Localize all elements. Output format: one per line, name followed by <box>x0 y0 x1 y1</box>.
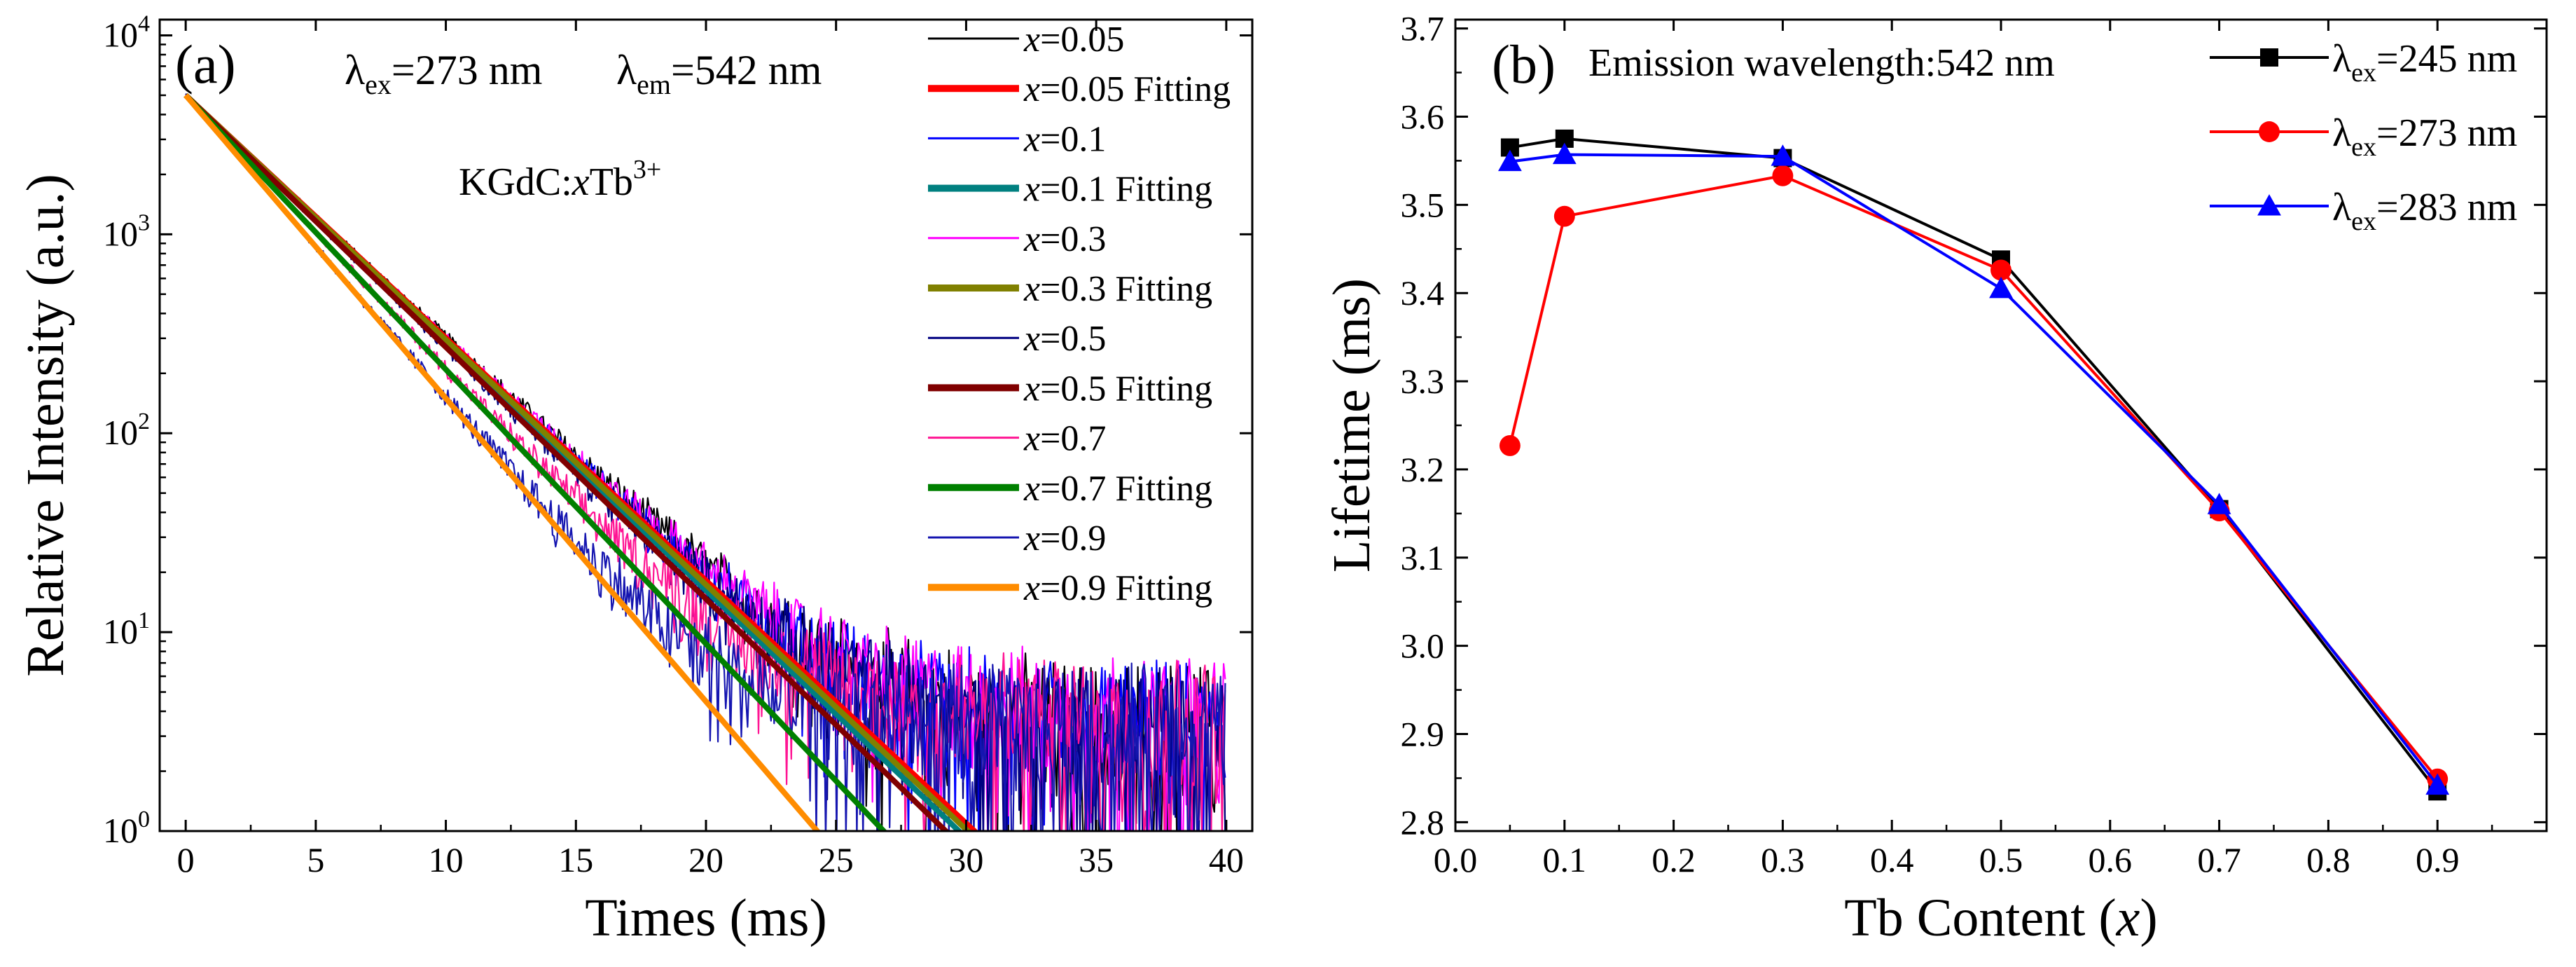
data-point <box>1990 259 2011 281</box>
y-tick-label: 3.5 <box>1401 185 1445 224</box>
data-point <box>1772 165 1794 186</box>
legend-label: x=0.1 Fitting <box>1023 170 1212 210</box>
legend-label: λex=273 nm <box>2332 111 2517 162</box>
y-tick-label: 100 <box>103 807 150 850</box>
y-tick-label: 3.3 <box>1401 362 1445 401</box>
x-tick-label: 0 <box>177 840 195 879</box>
x-tick-label: 40 <box>1209 840 1244 879</box>
y-tick-label: 3.6 <box>1401 97 1445 136</box>
legend-label: x=0.3 Fitting <box>1023 269 1212 309</box>
series-line <box>1509 153 2439 786</box>
x-tick-label: 25 <box>819 840 854 879</box>
y-tick-label: 101 <box>103 608 150 651</box>
y-tick-label: 3.1 <box>1401 538 1445 577</box>
panel-a-legend: x=0.05 x=0.05 Fitting x=0.1 x=0.1 Fitting x=… <box>928 20 1231 608</box>
series-x0.9-fit-line <box>183 93 822 831</box>
x-tick-label: 10 <box>429 840 464 879</box>
legend-label: x=0.7 <box>1023 419 1106 459</box>
panel-label: (a) <box>175 34 236 95</box>
data-point <box>1498 149 1522 172</box>
legend-label: x=0.9 Fitting <box>1023 568 1212 608</box>
legend-label: x=0.05 <box>1023 20 1124 60</box>
x-tick-label: 15 <box>558 840 593 879</box>
legend-marker <box>2260 48 2278 67</box>
x-tick-label: 0.3 <box>1761 840 1805 879</box>
x-axis-title: Times (ms) <box>585 889 827 947</box>
series-triangle <box>1498 142 2450 795</box>
x-tick-label: 0.9 <box>2416 840 2460 879</box>
x-tick-label: 0.4 <box>1870 840 1914 879</box>
series-x0.3-fit-line <box>183 92 972 831</box>
y-tick-label: 2.8 <box>1401 802 1445 842</box>
data-point <box>1989 277 2013 299</box>
y-tick-label: 102 <box>103 409 150 452</box>
excitation-wavelength-annotation: λex=273 nm <box>345 47 542 100</box>
legend-label: x=0.05 Fitting <box>1023 69 1231 109</box>
y-axis-title: Lifetime (ms) <box>1322 278 1381 572</box>
x-tick-label: 0.5 <box>1979 840 2023 879</box>
legend-marker <box>2257 194 2281 216</box>
panel-a-plot-area <box>183 92 1226 831</box>
series-x0.7-fit-line <box>183 93 888 831</box>
x-tick-label: 0.1 <box>1543 840 1587 879</box>
legend-label: x=0.9 <box>1023 519 1106 558</box>
x-tick-label: 5 <box>307 840 324 879</box>
y-tick-label: 3.7 <box>1401 9 1445 48</box>
chart-title: Emission wavelength:542 nm <box>1588 41 2055 85</box>
panel-a-decay-curves: 0 5 10 15 20 25 30 35 40 100 101 102 103 104 Times (ms… <box>16 11 1254 947</box>
y-tick-label: 103 <box>103 210 150 253</box>
y-tick-label: 3.0 <box>1401 626 1445 666</box>
x-tick-label: 0.7 <box>2197 840 2241 879</box>
series-x0.5-fit-line <box>183 93 950 831</box>
y-tick-label: 3.4 <box>1401 273 1445 313</box>
x-tick-label: 20 <box>688 840 723 879</box>
x-tick-label: 0.2 <box>1651 840 1696 879</box>
legend-label: x=0.3 <box>1023 219 1106 259</box>
emission-wavelength-annotation: λem=542 nm <box>616 47 822 100</box>
y-tick-label: 3.2 <box>1401 450 1445 489</box>
x-axis-title: Tb Content (x) <box>1844 889 2157 947</box>
data-point <box>1499 435 1521 456</box>
data-point <box>2207 493 2231 514</box>
legend-label: x=0.1 <box>1023 119 1106 159</box>
x-tick-label: 35 <box>1079 840 1114 879</box>
x-tick-label: 30 <box>948 840 983 879</box>
legend-marker <box>2259 121 2280 142</box>
y-axis-title: Relative Intensity (a.u.) <box>16 174 75 677</box>
data-point <box>1552 142 1577 165</box>
x-tick-label: 0.6 <box>2089 840 2133 879</box>
sample-composition-label: KGdC:xTb3+ <box>459 155 661 204</box>
panel-label: (b) <box>1492 34 1556 95</box>
y-tick-label: 104 <box>103 11 150 54</box>
legend-label: x=0.7 Fitting <box>1023 469 1212 509</box>
x-tick-label: 0.0 <box>1434 840 1478 879</box>
data-point <box>2425 773 2450 795</box>
legend-label: x=0.5 <box>1023 319 1106 359</box>
panel-b-legend: λex=245 nm λex=273 nm λex=283 nm <box>2210 37 2517 236</box>
panel-b-lifetime-vs-content: 0.0 0.1 0.2 0.3 0.4 0.5 0.6 0.7 0.8 0.9 2.8 2.9 3.0 3… <box>1322 9 2548 947</box>
legend-label: x=0.5 Fitting <box>1023 369 1212 409</box>
legend-label: λex=283 nm <box>2332 186 2517 236</box>
legend-label: λex=245 nm <box>2332 37 2517 88</box>
data-point <box>1771 144 1795 166</box>
data-point <box>1553 205 1575 227</box>
x-tick-label: 0.8 <box>2306 840 2350 879</box>
y-tick-label: 2.9 <box>1401 715 1445 754</box>
